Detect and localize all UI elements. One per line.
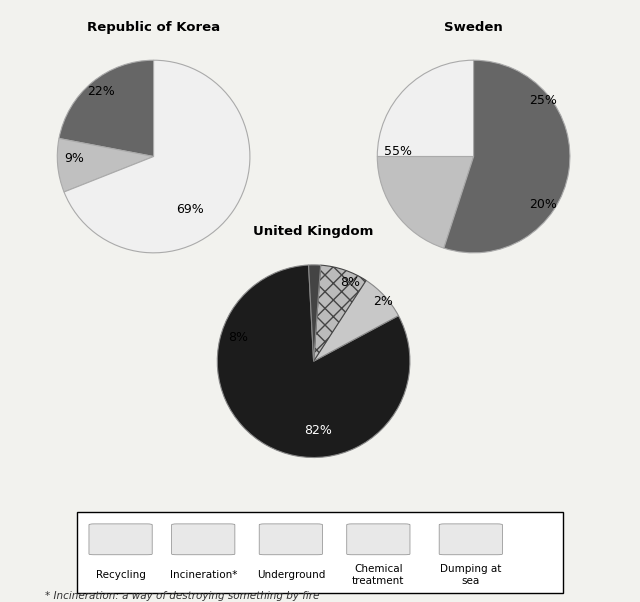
Text: Underground: Underground bbox=[257, 570, 325, 580]
FancyBboxPatch shape bbox=[172, 524, 235, 555]
Wedge shape bbox=[64, 60, 250, 253]
Wedge shape bbox=[314, 281, 399, 361]
Text: 22%: 22% bbox=[87, 84, 115, 98]
Title: Sweden: Sweden bbox=[444, 20, 503, 34]
FancyBboxPatch shape bbox=[89, 524, 152, 555]
Text: Incineration*: Incineration* bbox=[170, 570, 237, 580]
Wedge shape bbox=[308, 265, 321, 361]
Text: 8%: 8% bbox=[228, 330, 248, 344]
Wedge shape bbox=[59, 60, 154, 157]
Title: Republic of Korea: Republic of Korea bbox=[87, 20, 220, 34]
Text: 2%: 2% bbox=[373, 295, 393, 308]
Text: 82%: 82% bbox=[305, 424, 332, 437]
Text: 9%: 9% bbox=[65, 152, 84, 165]
Text: 55%: 55% bbox=[385, 145, 412, 158]
Text: 8%: 8% bbox=[340, 276, 360, 289]
Wedge shape bbox=[378, 60, 474, 157]
Wedge shape bbox=[58, 138, 154, 192]
Wedge shape bbox=[378, 157, 474, 248]
Wedge shape bbox=[218, 265, 410, 458]
FancyBboxPatch shape bbox=[77, 512, 563, 593]
Text: Chemical
treatment: Chemical treatment bbox=[352, 564, 404, 586]
Wedge shape bbox=[314, 265, 366, 361]
Text: Dumping at
sea: Dumping at sea bbox=[440, 564, 502, 586]
Text: * Incineration: a way of destroying something by fire: * Incineration: a way of destroying some… bbox=[45, 591, 319, 601]
FancyBboxPatch shape bbox=[259, 524, 323, 555]
Title: United Kingdom: United Kingdom bbox=[253, 225, 374, 238]
Text: 69%: 69% bbox=[177, 203, 204, 216]
Text: 25%: 25% bbox=[529, 94, 557, 107]
Text: 20%: 20% bbox=[529, 198, 557, 211]
Wedge shape bbox=[444, 60, 570, 253]
FancyBboxPatch shape bbox=[347, 524, 410, 555]
FancyBboxPatch shape bbox=[439, 524, 502, 555]
Text: Recycling: Recycling bbox=[95, 570, 145, 580]
